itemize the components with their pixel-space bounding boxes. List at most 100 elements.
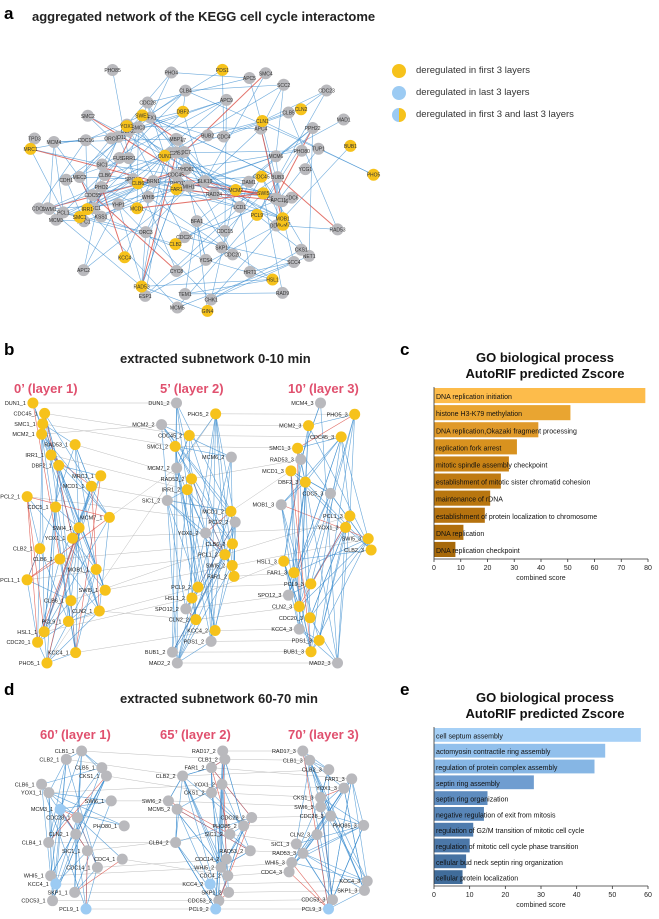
network-node-circle bbox=[65, 595, 77, 607]
network-node-circle bbox=[302, 420, 314, 432]
network-edge bbox=[288, 871, 329, 910]
network-node: YOX1_3 bbox=[316, 782, 350, 794]
network-node-circle bbox=[320, 84, 333, 97]
network-edge bbox=[210, 457, 232, 642]
network-node: CLN2_1 bbox=[49, 828, 82, 840]
network-node-label: RFX1 bbox=[144, 115, 157, 121]
network-node: YOX1 bbox=[120, 120, 134, 133]
network-edge bbox=[48, 767, 103, 843]
network-node-label: MEC3 bbox=[73, 175, 87, 181]
network-node-label: RAD53_3 bbox=[270, 458, 294, 464]
network-edge bbox=[148, 192, 264, 198]
network-node-circle bbox=[222, 870, 234, 882]
network-node-label: PHO80_1 bbox=[93, 824, 117, 830]
network-node: HSL1 bbox=[266, 273, 279, 286]
network-node: IRR1_2 bbox=[162, 484, 193, 496]
network-edge bbox=[68, 589, 106, 622]
network-node-label: PCL1 bbox=[57, 210, 70, 216]
interlayer-edge bbox=[42, 423, 176, 447]
network-node-circle bbox=[295, 103, 308, 116]
network-node-circle bbox=[169, 238, 182, 251]
network-edge bbox=[170, 152, 236, 191]
network-node-circle bbox=[277, 78, 290, 91]
network-node: SWE1 bbox=[135, 109, 150, 122]
network-node-label: CLB2_1 bbox=[13, 547, 33, 553]
network-node-circle bbox=[312, 142, 325, 155]
network-node-circle bbox=[292, 442, 304, 454]
network-edge bbox=[170, 112, 289, 154]
x-tick-label: 30 bbox=[510, 565, 518, 572]
network-node: APC2 bbox=[77, 264, 90, 277]
network-edge bbox=[183, 151, 233, 255]
network-edge bbox=[176, 467, 216, 631]
network-node-label: CDC20 bbox=[224, 252, 241, 258]
network-node: CLB6_1 bbox=[15, 778, 48, 790]
network-node-circle bbox=[305, 646, 317, 658]
network-node-label: CYC8 bbox=[170, 269, 184, 275]
network-node: PHO85_2 bbox=[212, 820, 250, 832]
network-edge bbox=[74, 800, 112, 893]
network-node-circle bbox=[54, 803, 66, 815]
network-node-circle bbox=[81, 109, 94, 122]
network-node: PCL9_1 bbox=[42, 615, 74, 627]
network-edge bbox=[277, 176, 338, 230]
network-node-label: PHO85 bbox=[104, 68, 121, 74]
network-edge bbox=[58, 465, 72, 601]
network-node-label: MCM2 bbox=[228, 188, 243, 194]
network-node-circle bbox=[70, 647, 82, 659]
network-node: PHO80 bbox=[294, 144, 310, 157]
network-node-circle bbox=[60, 753, 72, 765]
network-edge bbox=[47, 152, 177, 209]
network-node-circle bbox=[73, 211, 86, 224]
network-edge bbox=[26, 579, 38, 643]
interlayer-edge bbox=[234, 572, 295, 577]
network-node: APC9 bbox=[220, 93, 233, 106]
network-node-circle bbox=[295, 243, 308, 256]
network-edge bbox=[340, 436, 351, 517]
network-node: YCG1 bbox=[299, 163, 312, 176]
network-node-label: FUS3 bbox=[113, 156, 126, 162]
network-node: MAD2_2 bbox=[149, 657, 183, 669]
network-node: DUN1_1 bbox=[5, 397, 39, 409]
network-node: CKS1_2 bbox=[184, 787, 218, 799]
network-node: SLK19 bbox=[197, 175, 213, 188]
network-node-label: SCC2 bbox=[277, 83, 291, 89]
network-node: RAD17_3 bbox=[272, 745, 309, 757]
network-node-label: CDC16 bbox=[78, 138, 95, 144]
network-edge bbox=[337, 516, 351, 664]
legend-swatch bbox=[392, 64, 406, 78]
bar bbox=[434, 541, 456, 557]
network-edge bbox=[101, 186, 222, 248]
interlayer-edge bbox=[122, 858, 228, 876]
network-node-circle bbox=[216, 63, 229, 76]
network-node-label: CLB4_2 bbox=[149, 840, 169, 846]
network-node-label: DBF2_1 bbox=[32, 463, 52, 469]
network-node-label: CDC45_3 bbox=[310, 435, 334, 441]
network-node: MCM4 bbox=[47, 136, 61, 149]
network-edge bbox=[91, 486, 100, 612]
network-node-label: CLB4 bbox=[179, 89, 192, 95]
network-node-label: MCD1_2 bbox=[202, 509, 224, 515]
network-node-label: CDC4_1 bbox=[94, 857, 115, 863]
network-node-label: CKS1_2 bbox=[184, 791, 205, 797]
network-edge bbox=[320, 402, 338, 664]
network-edge bbox=[330, 815, 364, 826]
network-node-label: WHI5_2 bbox=[194, 865, 214, 871]
network-node-label: CDC53_3 bbox=[301, 898, 325, 904]
network-node-label: YOX1 bbox=[120, 124, 134, 130]
network-node-label: TPD3 bbox=[28, 136, 41, 142]
network-edge bbox=[85, 867, 98, 910]
network-node: WHI5 bbox=[142, 190, 155, 203]
network-edge bbox=[164, 84, 284, 157]
network-node-circle bbox=[295, 144, 308, 157]
network-node: MCM6_2 bbox=[202, 451, 237, 463]
network-node-circle bbox=[32, 636, 44, 648]
network-node: RAD53_1 bbox=[44, 439, 81, 451]
network-edge bbox=[92, 194, 177, 272]
network-node-label: PHO2 bbox=[95, 185, 109, 191]
network-edge bbox=[205, 532, 233, 566]
network-edge bbox=[53, 141, 93, 196]
go-title-c: GO biological process AutoRIF predicted … bbox=[430, 350, 659, 382]
interlayer-edge bbox=[218, 899, 333, 901]
network-node-label: CLB1_1 bbox=[55, 749, 75, 755]
